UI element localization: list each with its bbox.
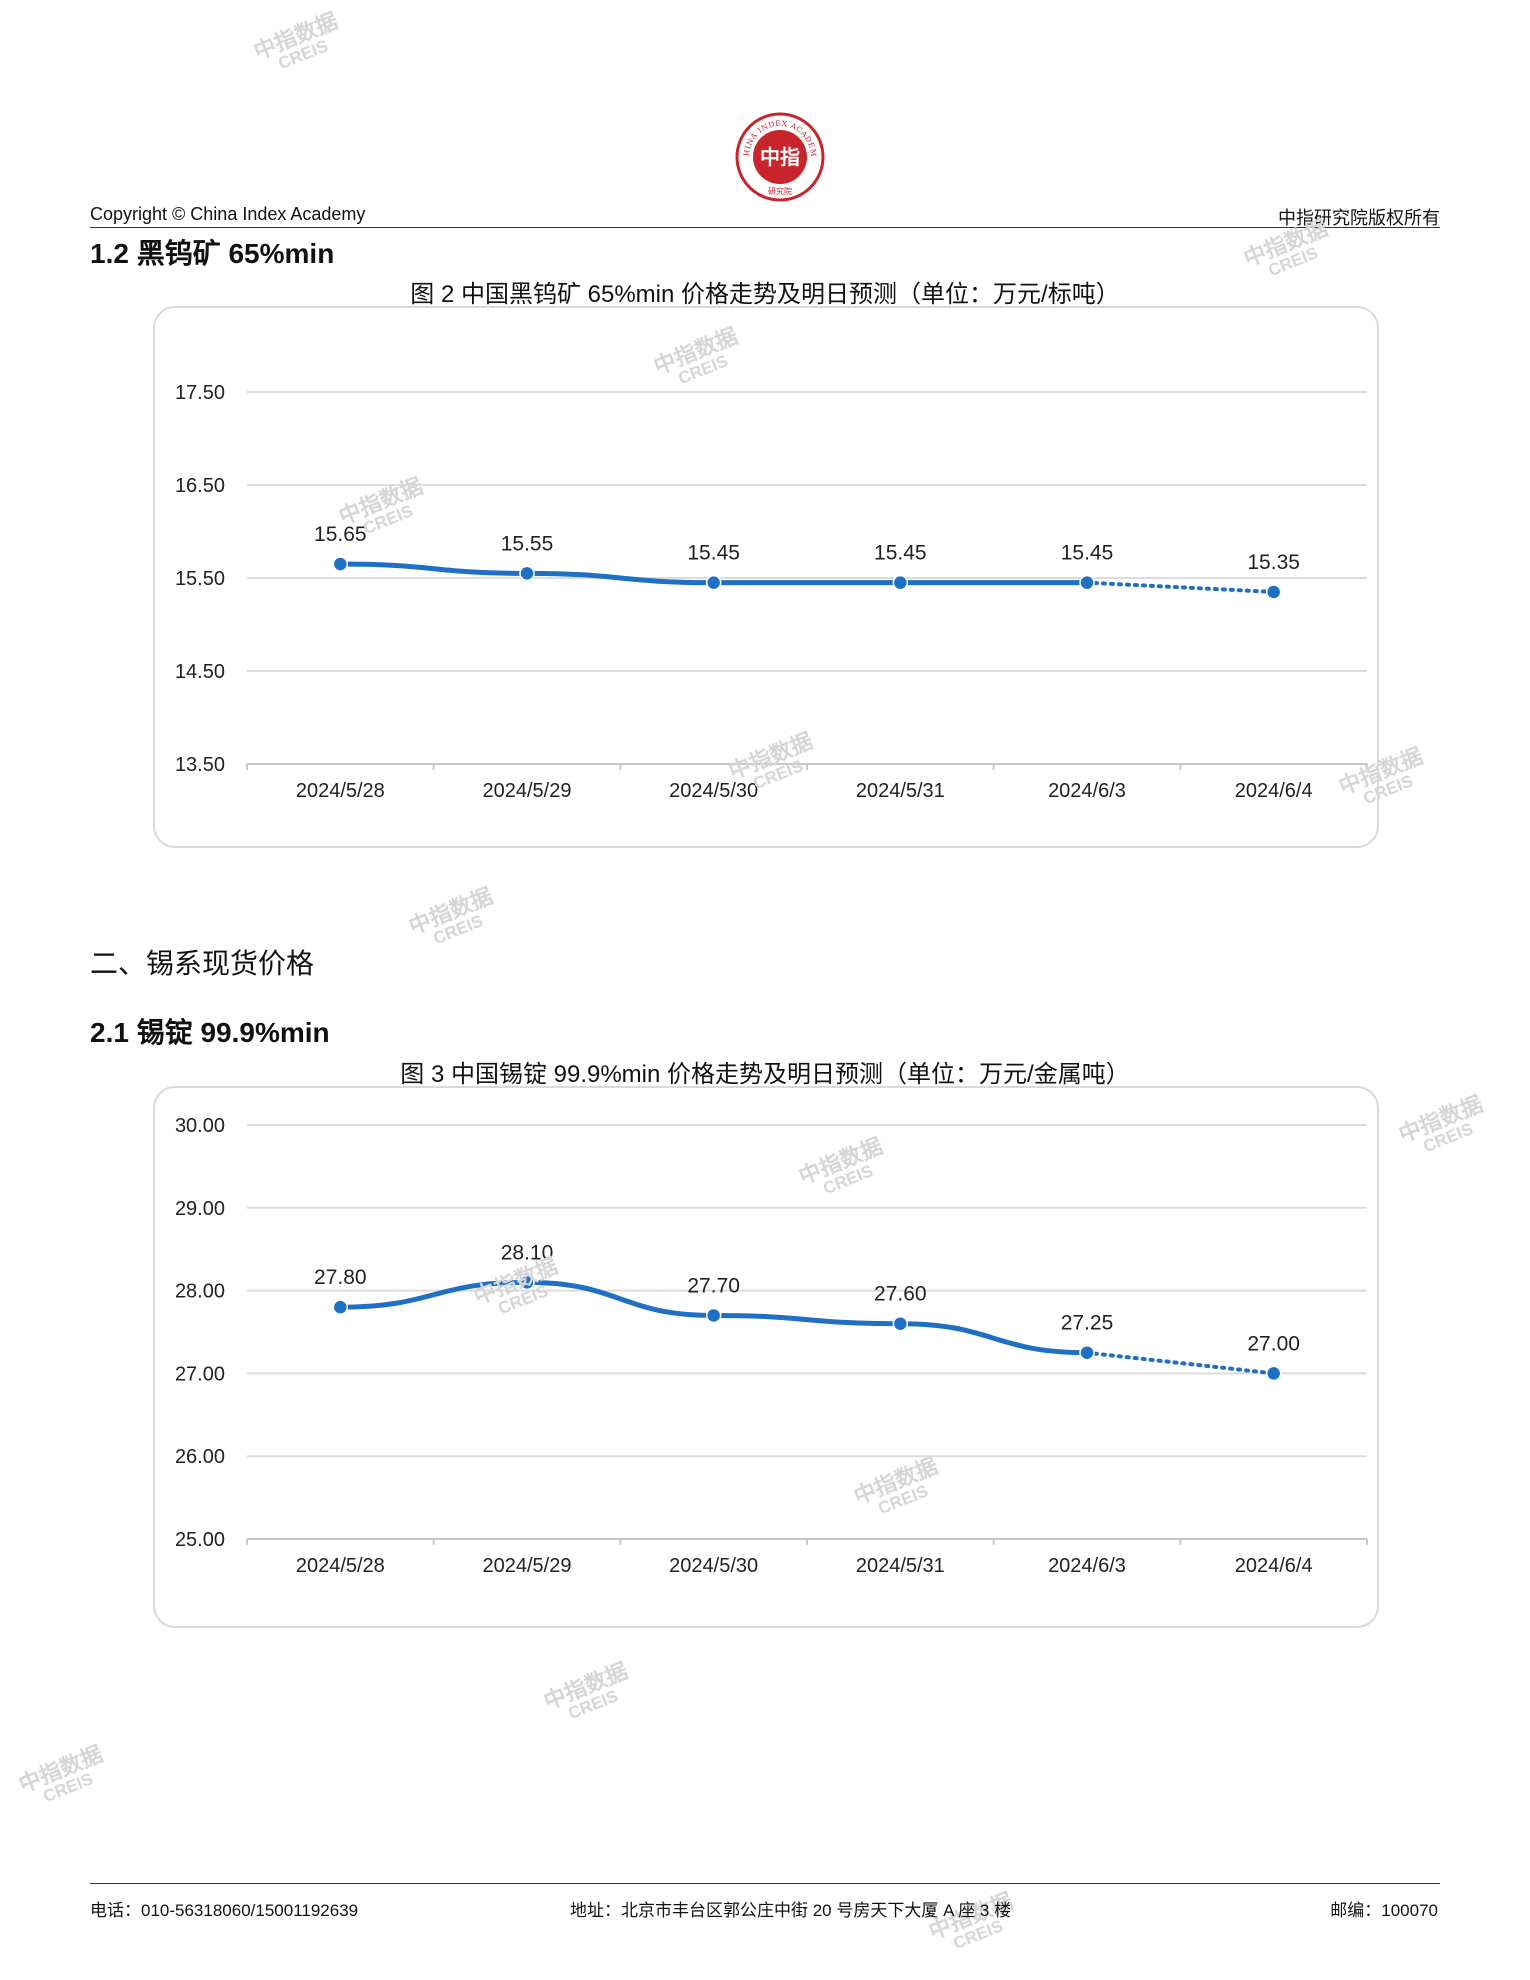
data-label: 27.60: [874, 1283, 927, 1306]
x-tick-label: 2024/5/30: [669, 1555, 758, 1577]
x-tick-label: 2024/5/28: [296, 1555, 385, 1577]
footer-divider: [90, 1883, 1440, 1884]
data-point: [1079, 574, 1095, 591]
forecast-line: [1085, 1350, 1276, 1376]
data-point: [1265, 1365, 1282, 1382]
y-tick-label: 28.00: [175, 1281, 225, 1303]
data-point: [332, 556, 349, 572]
data-label: 27.70: [687, 1274, 740, 1297]
logo-sub-text: 研究院: [768, 186, 792, 196]
x-tick-label: 2024/6/3: [1048, 1555, 1126, 1577]
data-point: [332, 1299, 349, 1315]
chart-2-frame: 17.50 16.50 15.50 14.50 13.50 2024/5/28 2024/5…: [153, 306, 1379, 848]
chart-3-svg: 30.00 29.00 28.00 27.00 26.00 25.00 2024/5/28 2…: [175, 1115, 1368, 1577]
chart-2-svg: 17.50 16.50 15.50 14.50 13.50 2024/5/28 2024/5…: [175, 382, 1368, 802]
y-tick-label: 25.00: [175, 1529, 225, 1551]
chart-title-3: 图 3 中国锡锭 99.9%min 价格走势及明日预测（单位：万元/金属吨）: [400, 1061, 1130, 1088]
x-tick-label: 2024/6/3: [1048, 780, 1126, 802]
footer-address: 地址：北京市丰台区郭公庄中街 20 号房天下大厦 A 座 3 楼: [570, 1901, 1012, 1920]
logo-glyphs: 中指: [760, 145, 800, 169]
data-label: 15.35: [1247, 551, 1300, 574]
data-point: [1079, 1344, 1095, 1361]
watermark: 中指数据 CREIS: [15, 1741, 107, 1807]
data-point: [892, 574, 909, 591]
data-label: 27.00: [1247, 1332, 1300, 1355]
x-tick-label: 2024/6/4: [1235, 780, 1313, 802]
y-tick-label: 30.00: [175, 1115, 225, 1137]
y-tick-label: 15.50: [175, 568, 225, 590]
y-tick-label: 29.00: [175, 1198, 225, 1220]
y-tick-label: 26.00: [175, 1446, 225, 1468]
data-point: [1265, 584, 1282, 600]
x-tick-label: 2024/5/31: [856, 780, 945, 802]
rights-text: 中指研究院版权所有: [1278, 208, 1440, 229]
data-label: 15.45: [1061, 542, 1114, 565]
y-tick-label: 14.50: [175, 661, 225, 683]
data-label: 15.55: [501, 532, 554, 555]
data-label: 27.80: [314, 1266, 367, 1289]
y-tick-label: 27.00: [175, 1363, 225, 1385]
copyright-text: Copyright © China Index Academy: [90, 204, 366, 224]
x-tick-label: 2024/5/31: [856, 1555, 945, 1577]
watermark: 中指数据 CREIS: [1395, 1091, 1487, 1157]
data-point: [519, 1274, 535, 1291]
y-tick-label: 13.50: [175, 754, 225, 776]
watermark: 中指数据 CREIS: [405, 883, 497, 949]
data-point: [705, 1307, 722, 1324]
x-tick-label: 2024/5/28: [296, 780, 385, 802]
data-label: 15.65: [314, 523, 367, 546]
data-label: 27.25: [1061, 1312, 1114, 1335]
chart-title-2: 图 2 中国黑钨矿 65%min 价格走势及明日预测（单位：万元/标吨）: [410, 281, 1120, 308]
footer-postcode: 邮编：100070: [1330, 1901, 1438, 1920]
data-point: [892, 1315, 909, 1332]
data-point: [705, 574, 722, 591]
y-tick-label: 16.50: [175, 475, 225, 497]
data-label: 28.10: [501, 1241, 554, 1264]
watermark: 中指数据 CREIS: [540, 1658, 632, 1724]
chart-3-frame: 30.00 29.00 28.00 27.00 26.00 25.00 2024/5/28 2…: [153, 1086, 1379, 1628]
x-tick-label: 2024/6/4: [1235, 1555, 1313, 1577]
x-tick-label: 2024/5/29: [483, 780, 572, 802]
section-heading-2-1: 2.1 锡锭 99.9%min: [90, 1017, 330, 1048]
y-tick-label: 17.50: [175, 382, 225, 404]
china-index-academy-logo: 中指 CHINA INDEX ACADEMY 研究院: [735, 112, 825, 202]
x-tick-label: 2024/5/30: [669, 780, 758, 802]
x-tick-label: 2024/5/29: [483, 1555, 572, 1577]
data-point: [519, 565, 535, 582]
section-heading-1-2: 1.2 黑钨矿 65%min: [90, 238, 335, 269]
header-divider: [90, 227, 1440, 228]
data-label: 15.45: [687, 542, 740, 565]
watermark: 中指数据 CREIS: [250, 8, 342, 74]
section-heading-2: 二、锡系现货价格: [90, 948, 315, 979]
forecast-line: [1085, 580, 1276, 594]
data-label: 15.45: [874, 542, 927, 565]
footer-phone: 电话：010-56318060/15001192639: [90, 1901, 359, 1920]
